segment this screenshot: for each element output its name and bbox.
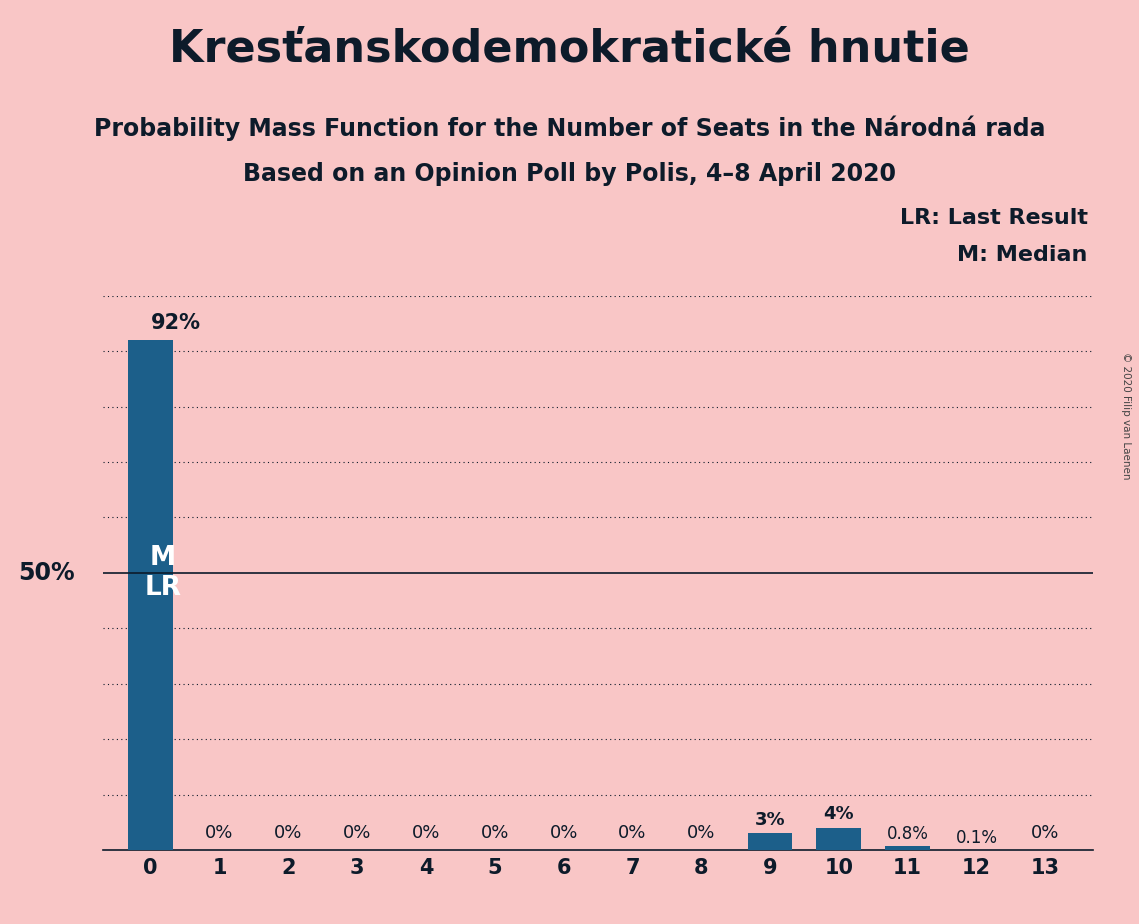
Text: 0%: 0% bbox=[1031, 824, 1059, 842]
Text: 3%: 3% bbox=[755, 811, 785, 829]
Text: 0.8%: 0.8% bbox=[886, 825, 928, 844]
Bar bbox=[747, 833, 793, 850]
Text: 4%: 4% bbox=[823, 806, 854, 823]
Text: M
LR: M LR bbox=[145, 545, 181, 601]
Text: 0%: 0% bbox=[549, 824, 577, 842]
Text: Based on an Opinion Poll by Polis, 4–8 April 2020: Based on an Opinion Poll by Polis, 4–8 A… bbox=[243, 162, 896, 186]
Text: Probability Mass Function for the Number of Seats in the Národná rada: Probability Mass Function for the Number… bbox=[93, 116, 1046, 141]
Text: M: Median: M: Median bbox=[958, 245, 1088, 265]
Bar bbox=[817, 828, 861, 850]
Bar bbox=[885, 845, 931, 850]
Text: 0%: 0% bbox=[618, 824, 647, 842]
Text: 0%: 0% bbox=[343, 824, 371, 842]
Text: Kresťanskodemokratické hnutie: Kresťanskodemokratické hnutie bbox=[169, 28, 970, 71]
Text: © 2020 Filip van Laenen: © 2020 Filip van Laenen bbox=[1121, 352, 1131, 480]
Bar bbox=[129, 340, 173, 850]
Text: 0%: 0% bbox=[274, 824, 303, 842]
Text: 92%: 92% bbox=[150, 313, 200, 334]
Text: 0%: 0% bbox=[205, 824, 233, 842]
Text: LR: Last Result: LR: Last Result bbox=[900, 208, 1088, 228]
Text: 0.1%: 0.1% bbox=[956, 830, 998, 847]
Text: 0%: 0% bbox=[687, 824, 715, 842]
Text: 0%: 0% bbox=[412, 824, 440, 842]
Text: 50%: 50% bbox=[18, 561, 75, 585]
Text: 0%: 0% bbox=[481, 824, 509, 842]
